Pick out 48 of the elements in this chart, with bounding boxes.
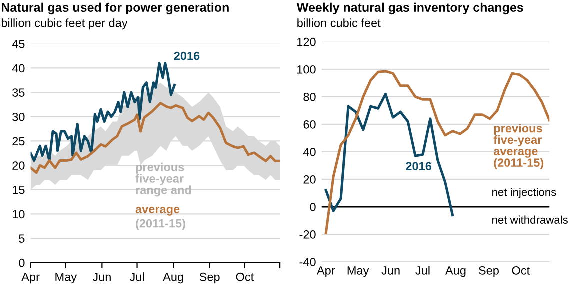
x-tick-label: Jun (382, 266, 400, 275)
y-tick-label: 45 (12, 40, 25, 48)
x-tick-label: Aug (163, 273, 184, 284)
y-tick-label: 100 (298, 65, 316, 74)
y-tick-label: 25 (12, 137, 25, 146)
y-tick-label: 5 (19, 234, 25, 243)
y-tick-label: 120 (298, 38, 316, 46)
y-tick-label: 20 (12, 162, 25, 170)
x-tick-label: Jun (92, 273, 111, 282)
y-tick-label: 40 (12, 64, 25, 73)
x-tick-label: Jul (130, 272, 144, 282)
annotation: previous five-year range and (136, 162, 192, 197)
y-tick-label: 40 (303, 148, 316, 156)
x-tick-label: Apr (22, 273, 40, 284)
annotation: average (136, 207, 180, 216)
x-tick-label: Sep (478, 266, 499, 278)
chart-title: Natural gas used for power generation (2, 2, 229, 15)
x-tick-label: Jul (416, 266, 430, 275)
x-tick-label: Sep (200, 272, 220, 284)
y-tick-label: 0 (19, 258, 25, 268)
y-tick-label: 30 (12, 112, 25, 122)
line-series (30, 102, 280, 174)
annotation: net withdrawals (492, 216, 568, 224)
chart-subtitle: billion cubic feet per day (2, 18, 128, 30)
y-tick-label: 35 (12, 88, 25, 97)
annotation: 2016 (406, 162, 432, 171)
y-tick-label: 60 (304, 120, 316, 129)
x-tick-label: May (348, 266, 370, 278)
annotation: previous five-year average (2011-15) (494, 124, 544, 170)
line-series (30, 62, 176, 162)
y-tick-label: 10 (13, 210, 25, 219)
y-tick-label: 20 (304, 176, 316, 184)
x-tick-label: Apr (316, 266, 336, 278)
line-series (324, 92, 454, 217)
y-tick-label: -40 (300, 258, 316, 266)
annotation: (2011-15) (136, 219, 186, 230)
chart-title: Weekly natural gas inventory changes (296, 2, 524, 15)
chart-subtitle: billion cubic feet (298, 18, 381, 28)
x-tick-label: Aug (445, 266, 466, 278)
x-tick-label: Oct (512, 266, 530, 275)
y-tick-label: -20 (300, 230, 316, 239)
y-tick-label: 0 (310, 203, 316, 212)
annotation: net injections (492, 188, 556, 198)
y-tick-label: 15 (13, 186, 25, 194)
x-tick-label: May (56, 273, 78, 284)
x-tick-label: Oct (236, 272, 254, 282)
y-tick-label: 80 (304, 92, 316, 102)
annotation: 2016 (174, 52, 200, 60)
